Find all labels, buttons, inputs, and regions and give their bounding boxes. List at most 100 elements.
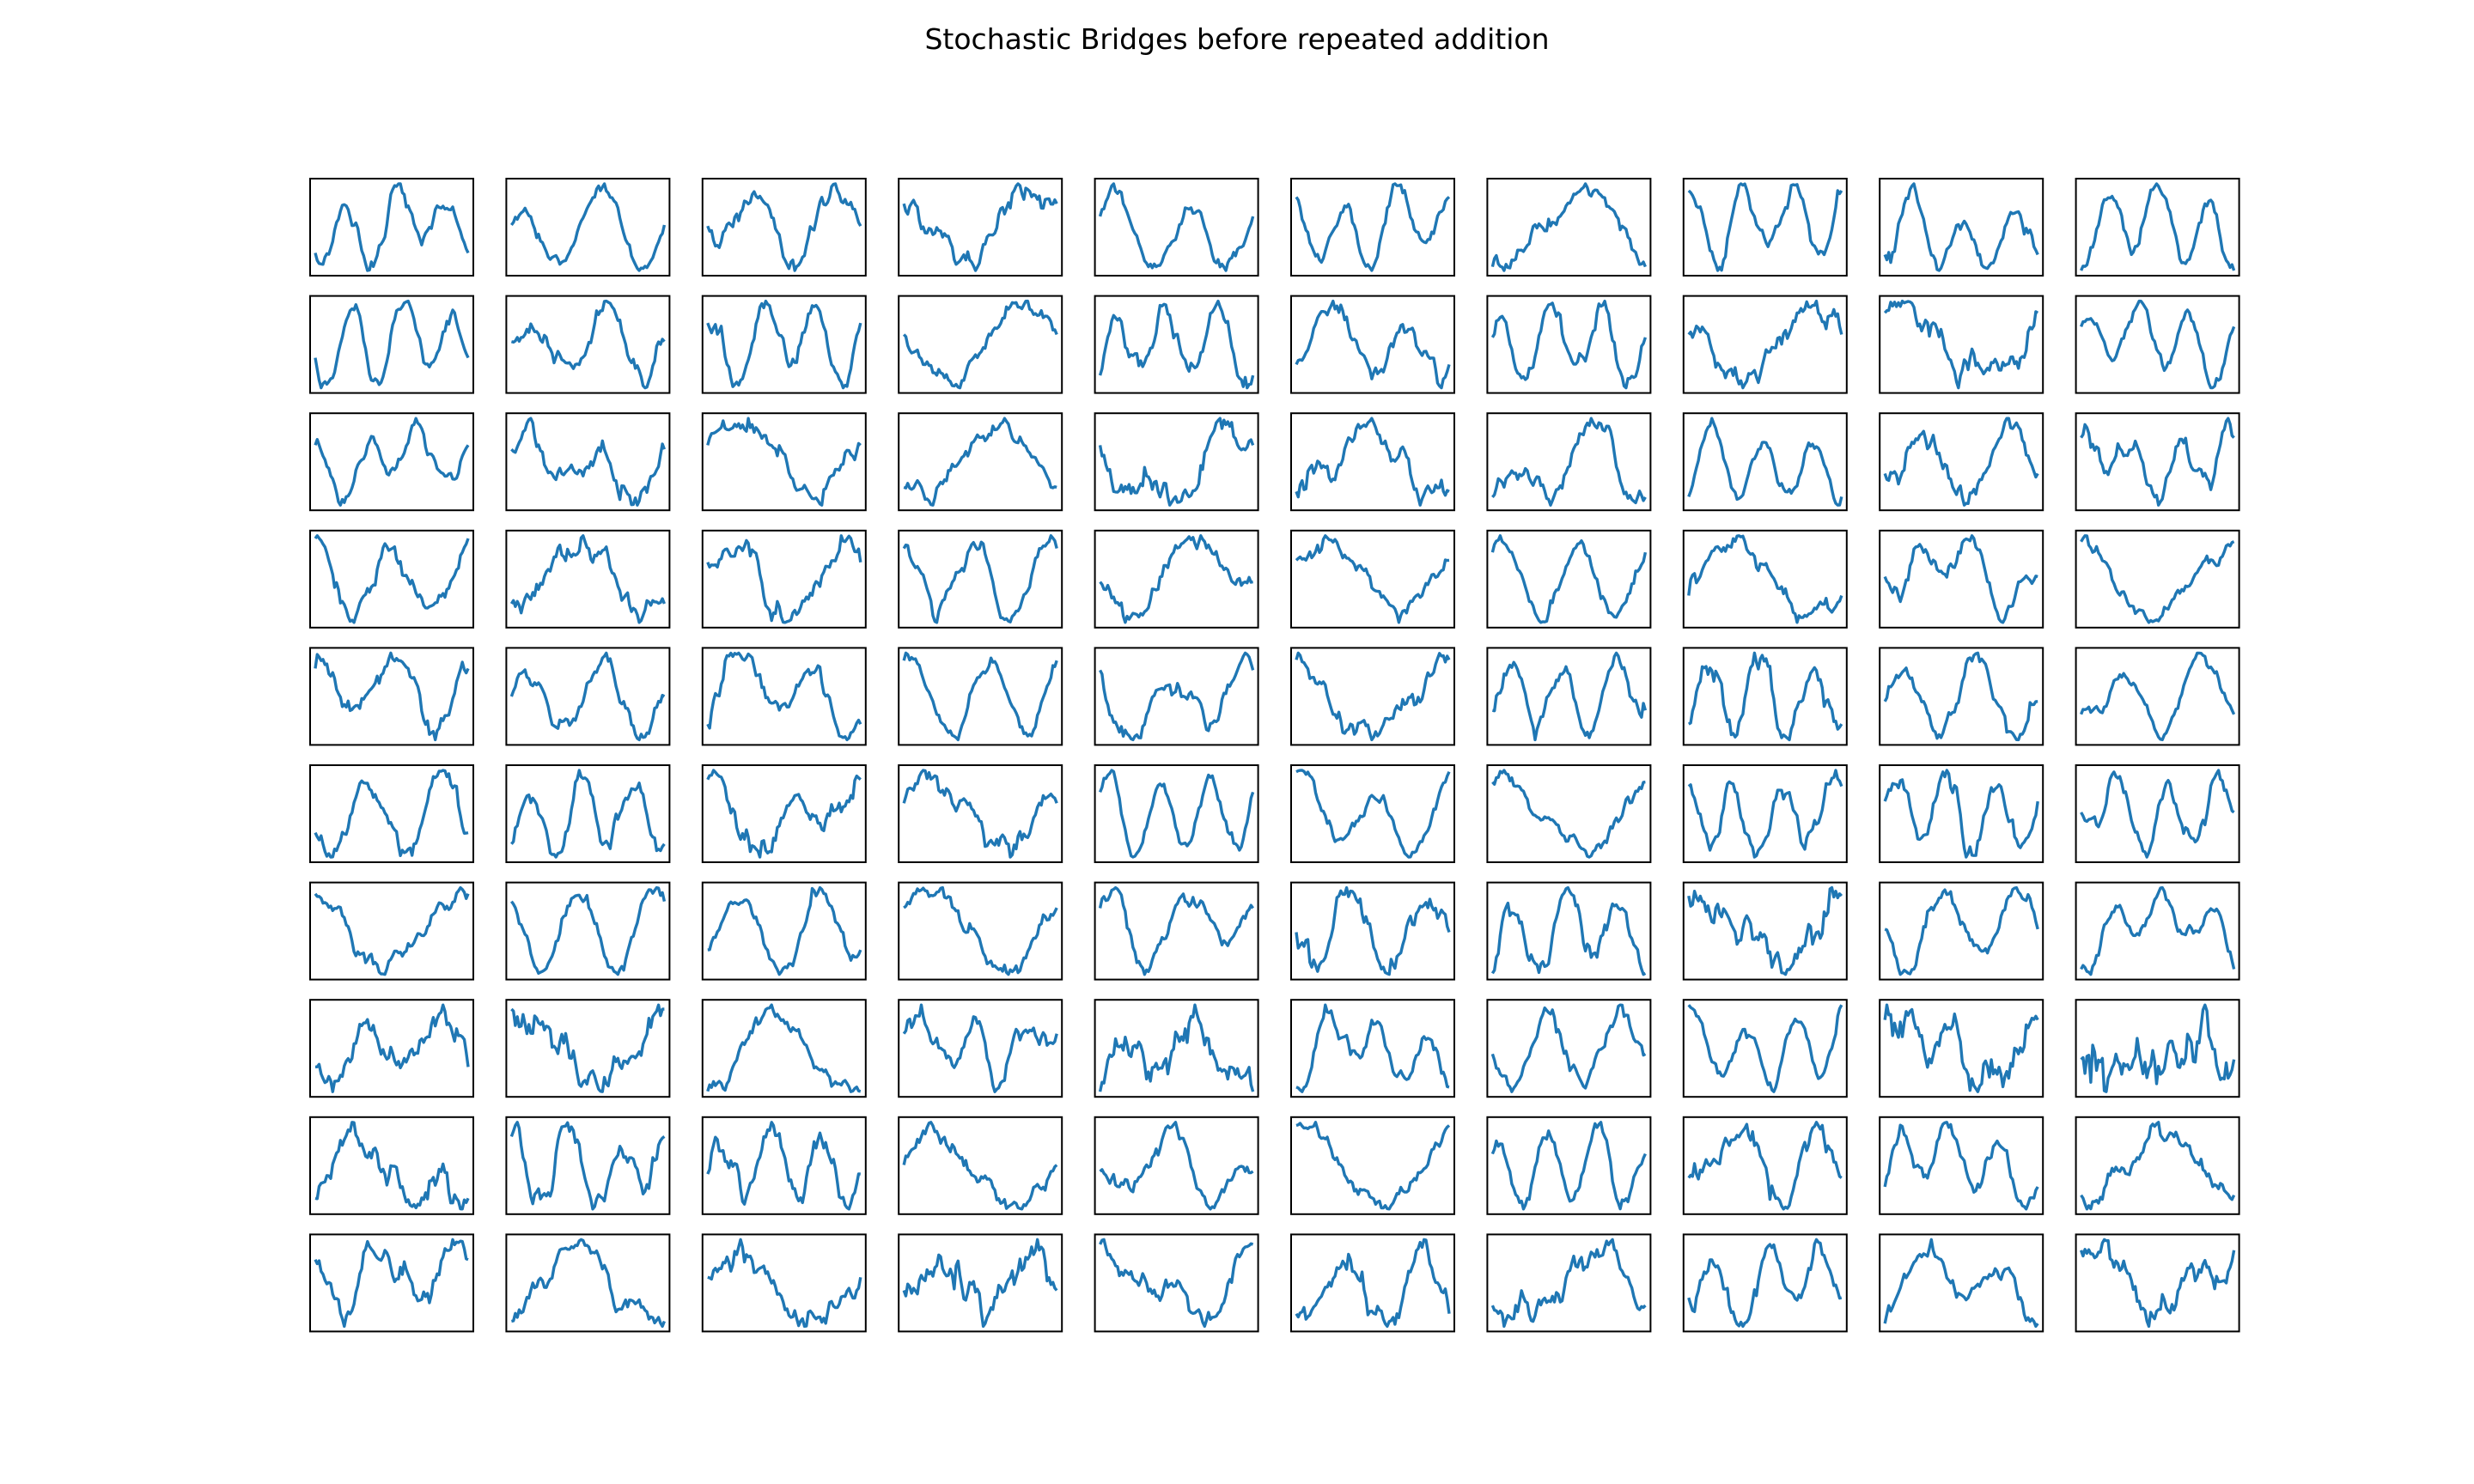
- panel-frame: [898, 764, 1063, 863]
- bridge-line: [1099, 1121, 1254, 1211]
- bridge-line: [2080, 417, 2235, 507]
- bridge-line: [1883, 1003, 2039, 1093]
- bridge-panel-11: [309, 295, 474, 394]
- bridge-line: [1687, 1121, 1843, 1211]
- bridge-panel-29: [1879, 412, 2044, 512]
- bridge-line: [1295, 182, 1451, 272]
- panel-frame: [309, 295, 474, 394]
- bridge-panel-78: [1682, 999, 1848, 1098]
- bridge-panel-64: [898, 881, 1063, 981]
- bridge-line: [314, 651, 470, 742]
- panel-frame: [1094, 295, 1259, 394]
- bridge-panel-16: [1290, 295, 1455, 394]
- bridge-line: [314, 417, 470, 507]
- bridge-line: [1098, 885, 1254, 976]
- panel-frame: [898, 412, 1063, 512]
- bridge-line: [1883, 299, 2039, 390]
- bridge-line: [1295, 299, 1451, 390]
- bridge-line: [2080, 651, 2236, 742]
- panel-frame: [1682, 647, 1848, 746]
- bridge-panel-86: [1290, 1116, 1455, 1215]
- panel-frame: [1486, 529, 1652, 629]
- bridge-panel-40: [2075, 529, 2240, 629]
- bridge-line: [1687, 299, 1843, 390]
- bridge-line: [706, 769, 862, 859]
- panel-frame: [701, 647, 867, 746]
- bridge-line: [1098, 417, 1255, 507]
- bridge-panel-75: [1094, 999, 1259, 1098]
- panel-frame: [1290, 999, 1455, 1098]
- bridge-panel-44: [898, 647, 1063, 746]
- bridge-line: [1883, 534, 2038, 624]
- bridge-line: [1883, 417, 2039, 507]
- bridge-line: [314, 1003, 470, 1093]
- panel-frame: [309, 412, 474, 512]
- bridge-line: [903, 885, 1058, 976]
- bridge-panel-20: [2075, 295, 2240, 394]
- bridge-line: [510, 885, 667, 976]
- bridge-line: [1883, 1238, 2039, 1329]
- panel-frame: [2075, 178, 2240, 277]
- bridge-panel-42: [505, 647, 671, 746]
- panel-frame: [2075, 412, 2240, 512]
- panel-frame: [701, 1233, 867, 1333]
- bridge-line: [1492, 651, 1648, 742]
- panel-frame: [309, 881, 474, 981]
- bridge-line: [1099, 769, 1255, 859]
- bridge-panel-24: [898, 412, 1063, 512]
- panel-frame: [2075, 529, 2240, 629]
- bridge-line: [706, 534, 862, 624]
- bridge-panel-45: [1094, 647, 1259, 746]
- bridge-line: [706, 417, 862, 507]
- bridge-panel-85: [1094, 1116, 1259, 1215]
- bridge-line: [1295, 1003, 1450, 1093]
- bridge-panel-74: [898, 999, 1063, 1098]
- bridge-panel-49: [1879, 647, 2044, 746]
- bridge-line: [706, 1003, 862, 1093]
- panel-frame: [1682, 529, 1848, 629]
- panel-frame: [2075, 295, 2240, 394]
- panel-frame: [1879, 178, 2044, 277]
- bridge-panel-83: [701, 1116, 867, 1215]
- bridge-line: [510, 417, 666, 507]
- bridge-panel-58: [1682, 764, 1848, 863]
- bridge-line: [902, 651, 1058, 742]
- bridge-panel-100: [2075, 1233, 2240, 1333]
- bridge-line: [1883, 182, 2039, 272]
- panel-frame: [505, 412, 671, 512]
- bridge-line: [510, 1003, 665, 1093]
- bridge-panel-19: [1879, 295, 2044, 394]
- bridge-panel-3: [701, 178, 867, 277]
- bridge-line: [1883, 1121, 2039, 1211]
- bridge-panel-69: [1879, 881, 2044, 981]
- bridge-panel-23: [701, 412, 867, 512]
- bridge-line: [1687, 651, 1843, 742]
- bridge-line: [902, 1003, 1058, 1093]
- bridge-panel-92: [505, 1233, 671, 1333]
- bridge-line: [2080, 299, 2236, 390]
- bridge-line: [1687, 182, 1843, 272]
- bridge-panel-97: [1486, 1233, 1652, 1333]
- bridge-panel-60: [2075, 764, 2240, 863]
- bridge-panel-4: [898, 178, 1063, 277]
- bridge-panel-34: [898, 529, 1063, 629]
- bridge-line: [2080, 769, 2235, 859]
- panel-frame: [1094, 764, 1259, 863]
- panel-frame: [505, 178, 671, 277]
- bridge-line: [1687, 885, 1843, 976]
- bridge-line: [902, 182, 1058, 272]
- bridge-panel-70: [2075, 881, 2240, 981]
- bridge-panel-27: [1486, 412, 1652, 512]
- bridge-line: [1099, 1238, 1254, 1329]
- bridge-panel-77: [1486, 999, 1652, 1098]
- bridge-panel-38: [1682, 529, 1848, 629]
- panel-frame: [1094, 1116, 1259, 1215]
- bridge-line: [1883, 769, 2039, 859]
- bridge-line: [902, 299, 1058, 390]
- bridge-panel-9: [1879, 178, 2044, 277]
- panel-frame: [505, 647, 671, 746]
- bridge-line: [707, 1238, 862, 1329]
- panel-frame: [898, 295, 1063, 394]
- bridge-line: [1687, 534, 1843, 624]
- bridge-line: [1490, 885, 1647, 976]
